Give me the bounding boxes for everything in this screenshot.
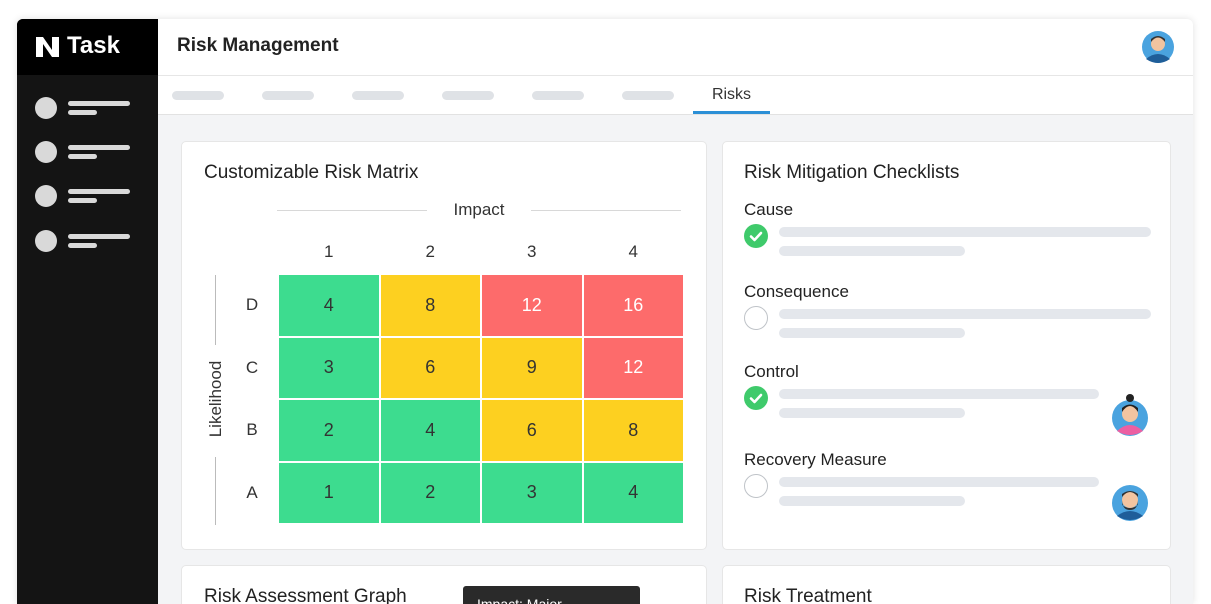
checklist-label: Consequence [744, 282, 849, 301]
matrix-cell: 1 [278, 461, 380, 524]
matrix-cell: 3 [481, 461, 583, 524]
axis-rule [277, 210, 427, 211]
placeholder-line [779, 477, 1099, 487]
placeholder-line [779, 389, 1099, 399]
logo[interactable]: Task [17, 19, 158, 75]
matrix-cell: 6 [379, 336, 481, 399]
assignee-avatar [1112, 394, 1148, 436]
checklist-card: Risk Mitigation Checklists Cause Conseque… [722, 141, 1171, 550]
matrix-cell: 4 [582, 461, 684, 524]
placeholder-line [779, 408, 965, 418]
matrix-cell: 4 [278, 274, 380, 337]
tab-placeholder[interactable] [262, 91, 314, 100]
card-title: Risk Mitigation Checklists [744, 162, 960, 183]
matrix-cell: 4 [379, 399, 481, 462]
axis-rule [531, 210, 681, 211]
logo-icon [36, 37, 59, 57]
card-title: Risk Assessment Graph [204, 586, 407, 604]
placeholder-line [779, 309, 1151, 319]
checkbox-checked[interactable] [744, 224, 768, 248]
checklist: Cause Consequence Control Recovery Measure [723, 142, 1170, 549]
matrix-cell: 3 [278, 336, 380, 399]
active-tab[interactable]: Risks [693, 76, 770, 114]
user-avatar[interactable] [1141, 30, 1175, 64]
axis-rule [215, 457, 216, 525]
risk-matrix: Impact Likelihood 1 2 3 4 D 4 8 12 16 C 3 6 9 12 B 2 4 6 8… [182, 142, 706, 549]
column-label: 1 [324, 242, 334, 261]
row-axis-label: Likelihood [206, 360, 225, 438]
tab-placeholder[interactable] [172, 91, 224, 100]
assignee-avatar [1112, 485, 1148, 521]
matrix-cell: 12 [582, 336, 684, 399]
tab-bar: Risks [158, 76, 1193, 115]
checklist-label: Control [744, 362, 799, 381]
placeholder-line [779, 496, 965, 506]
axis-rule [215, 275, 216, 345]
matrix-cell: 12 [481, 274, 583, 337]
column-label: 4 [628, 242, 638, 261]
tab-placeholder[interactable] [532, 91, 584, 100]
page-title: Risk Management [177, 35, 339, 56]
matrix-cell: 2 [379, 461, 481, 524]
matrix-cell: 6 [481, 399, 583, 462]
tab-placeholder[interactable] [352, 91, 404, 100]
treatment-card: Risk Treatment [722, 565, 1171, 604]
header: Risk Management [158, 19, 1193, 76]
placeholder-line [779, 328, 965, 338]
column-axis-label: Impact [453, 200, 505, 219]
risk-matrix-card: Customizable Risk Matrix Impact Likeliho… [181, 141, 707, 550]
checkbox-empty[interactable] [744, 474, 768, 498]
row-label: C [245, 357, 259, 377]
matrix-cell: 2 [278, 399, 380, 462]
check-icon [749, 231, 763, 242]
menu-items [35, 97, 130, 252]
app-window: Task Risk Management Risks Customizable … [17, 19, 1193, 604]
matrix-cell: 8 [582, 399, 684, 462]
column-label: 2 [425, 242, 435, 261]
tooltip: Impact: Major [463, 586, 640, 604]
placeholder-line [779, 246, 965, 256]
check-icon [749, 393, 763, 404]
checklist-label: Cause [744, 200, 794, 219]
row-label: A [246, 482, 258, 502]
card-title: Customizable Risk Matrix [204, 162, 419, 183]
sidebar [17, 19, 158, 604]
tab-placeholder[interactable] [442, 91, 494, 100]
checkbox-empty[interactable] [744, 306, 768, 330]
matrix-cell: 8 [379, 274, 481, 337]
logo-text: Task [67, 32, 120, 59]
checklist-label: Recovery Measure [744, 450, 887, 469]
row-label: B [246, 420, 258, 440]
checkbox-checked[interactable] [744, 386, 768, 410]
placeholder-line [779, 227, 1151, 237]
matrix-cell: 9 [481, 336, 583, 399]
sidebar-menu [35, 97, 130, 252]
card-title: Risk Treatment [744, 586, 872, 604]
graph-card: Risk Assessment Graph Impact: Major [181, 565, 707, 604]
row-label: D [245, 295, 259, 315]
matrix-cell: 16 [582, 274, 684, 337]
column-label: 3 [527, 242, 537, 261]
tab-placeholder[interactable] [622, 91, 674, 100]
